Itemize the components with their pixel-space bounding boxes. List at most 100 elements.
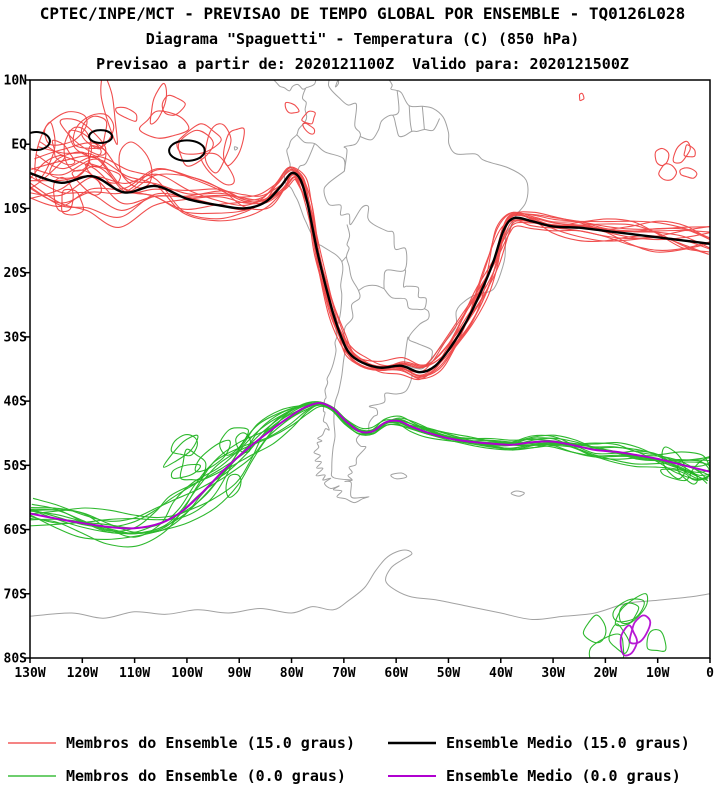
closed-contour-loop bbox=[63, 126, 93, 172]
ensemble-members-0C-layer bbox=[30, 401, 710, 548]
ensemble-member-line bbox=[30, 172, 710, 373]
y-axis-label: 80S bbox=[4, 652, 28, 667]
forecast-validity-line: Previsao a partir de: 2020121100Z Valido… bbox=[96, 55, 629, 73]
ensemble-mean-15C-layer bbox=[30, 171, 710, 374]
legend-item-members-0: Membros do Ensemble (0.0 graus) bbox=[6, 766, 346, 786]
coastline-ring bbox=[386, 75, 392, 80]
coast-border-line bbox=[383, 269, 427, 311]
closed-contour-loop bbox=[679, 167, 698, 179]
closed-contour-loop bbox=[100, 80, 119, 145]
legend-item-mean-15: Ensemble Medio (15.0 graus) bbox=[386, 733, 690, 753]
coastline-ring bbox=[283, 80, 529, 504]
x-axis-label: 0 bbox=[706, 666, 714, 681]
legend-swatch-mean-0 bbox=[388, 775, 436, 777]
y-axis-label: 30S bbox=[4, 330, 28, 345]
x-axis-label: 120W bbox=[67, 666, 98, 681]
y-axis-label: 10S bbox=[4, 202, 28, 217]
closed-contour-loop bbox=[118, 141, 153, 189]
closed-contour-loop bbox=[660, 468, 690, 482]
coast-border-line bbox=[421, 106, 425, 130]
mean-closed-contour bbox=[30, 131, 51, 151]
ensemble-member-line bbox=[30, 401, 710, 548]
x-axis-label: 40W bbox=[489, 666, 513, 681]
coastline-ring bbox=[233, 146, 239, 151]
plot-frame bbox=[29, 79, 711, 659]
mean-closed-contour bbox=[88, 129, 114, 144]
x-axis-label: 20W bbox=[594, 666, 618, 681]
closed-contour-loop bbox=[85, 162, 122, 184]
legend-swatch-members-0 bbox=[8, 775, 56, 777]
x-axis-label: 10W bbox=[646, 666, 670, 681]
closed-contour-loop bbox=[49, 151, 91, 179]
ensemble-member-line bbox=[30, 174, 710, 377]
closed-contour-loop bbox=[162, 434, 199, 468]
coastline-ring bbox=[510, 490, 525, 497]
mean-closed-contour bbox=[168, 139, 206, 162]
red-ecuador-loops-layer bbox=[284, 101, 316, 135]
ensemble-member-line bbox=[30, 165, 709, 381]
legend-swatch-mean-15 bbox=[388, 741, 436, 745]
ensemble-member-line bbox=[30, 168, 710, 369]
x-axis-label: 90W bbox=[227, 666, 251, 681]
y-axis-label: 50S bbox=[4, 459, 28, 474]
red-tiny-loop-layer bbox=[578, 92, 585, 102]
coast-border-line bbox=[327, 80, 361, 172]
closed-contour-loop bbox=[578, 92, 585, 102]
axes-layer: 130W 120W 110W 100W 90W 80W 70W 60W 50W 40W 30W 20W… bbox=[4, 74, 715, 682]
ensemble-member-line bbox=[30, 402, 710, 519]
ensemble-member-line bbox=[30, 170, 710, 374]
legend-label-members-15: Membros do Ensemble (15.0 graus) bbox=[66, 734, 355, 752]
closed-contour-loop bbox=[71, 169, 102, 196]
closed-contour-loop bbox=[614, 593, 649, 627]
red-pacific-tangle-layer bbox=[30, 80, 245, 216]
ensemble-member-line bbox=[30, 167, 710, 380]
closed-contour-loop bbox=[149, 82, 168, 125]
red-atlantic-loops-layer bbox=[654, 140, 698, 181]
coast-border-line bbox=[30, 549, 710, 621]
magenta-antarctic-loops-layer bbox=[619, 614, 652, 657]
coast-border-line bbox=[273, 80, 306, 92]
page-title: CPTEC/INPE/MCT - PREVISAO DE TEMPO GLOBA… bbox=[39, 4, 686, 23]
y-axis-label: EQ bbox=[11, 138, 27, 153]
green-pacific-loops-layer bbox=[162, 427, 252, 498]
ensemble-member-line bbox=[31, 155, 710, 371]
ensemble-member-line bbox=[39, 141, 710, 370]
closed-contour-loop bbox=[115, 106, 138, 122]
ensemble-member-line bbox=[30, 402, 710, 535]
y-axis-label: 20S bbox=[4, 266, 28, 281]
closed-contour-loop bbox=[170, 433, 198, 457]
x-axis-label: 80W bbox=[280, 666, 304, 681]
closed-contour-loop bbox=[225, 473, 242, 498]
coast-border-line bbox=[408, 105, 413, 132]
closed-contour-loop bbox=[72, 113, 115, 149]
closed-contour-loop bbox=[170, 463, 202, 479]
legend-label-mean-0: Ensemble Medio (0.0 graus) bbox=[446, 767, 681, 785]
y-axis-label: 60S bbox=[4, 523, 28, 538]
closed-contour-loop bbox=[176, 123, 222, 155]
green-antarctic-loops-layer bbox=[582, 593, 667, 658]
coast-border-line bbox=[408, 308, 433, 361]
closed-contour-loop bbox=[204, 123, 232, 174]
ensemble-member-line bbox=[31, 402, 710, 534]
closed-contour-loop bbox=[235, 432, 252, 453]
closed-contour-loop bbox=[194, 439, 231, 473]
ensemble-member-line bbox=[30, 168, 710, 367]
legend-item-members-15: Membros do Ensemble (15.0 graus) bbox=[6, 733, 355, 753]
closed-contour-loop bbox=[588, 633, 625, 658]
x-axis-label: 30W bbox=[541, 666, 565, 681]
coast-border-line bbox=[359, 114, 441, 141]
ensemble-members-15C-layer bbox=[30, 141, 710, 381]
ensemble-member-line bbox=[34, 142, 710, 376]
closed-contour-loop bbox=[219, 427, 250, 456]
coast-border-line bbox=[358, 284, 385, 292]
ensemble-member-line bbox=[30, 403, 710, 538]
closed-contour-loop bbox=[658, 163, 678, 181]
chart-subtitle: Diagrama "Spaguetti" - Temperatura (C) (… bbox=[145, 30, 580, 48]
ensemble-member-line bbox=[31, 403, 710, 534]
closed-contour-loop bbox=[301, 110, 316, 125]
coast-border-line bbox=[296, 134, 346, 172]
legend-label-mean-15: Ensemble Medio (15.0 graus) bbox=[446, 734, 690, 752]
x-axis-label: 70W bbox=[332, 666, 356, 681]
